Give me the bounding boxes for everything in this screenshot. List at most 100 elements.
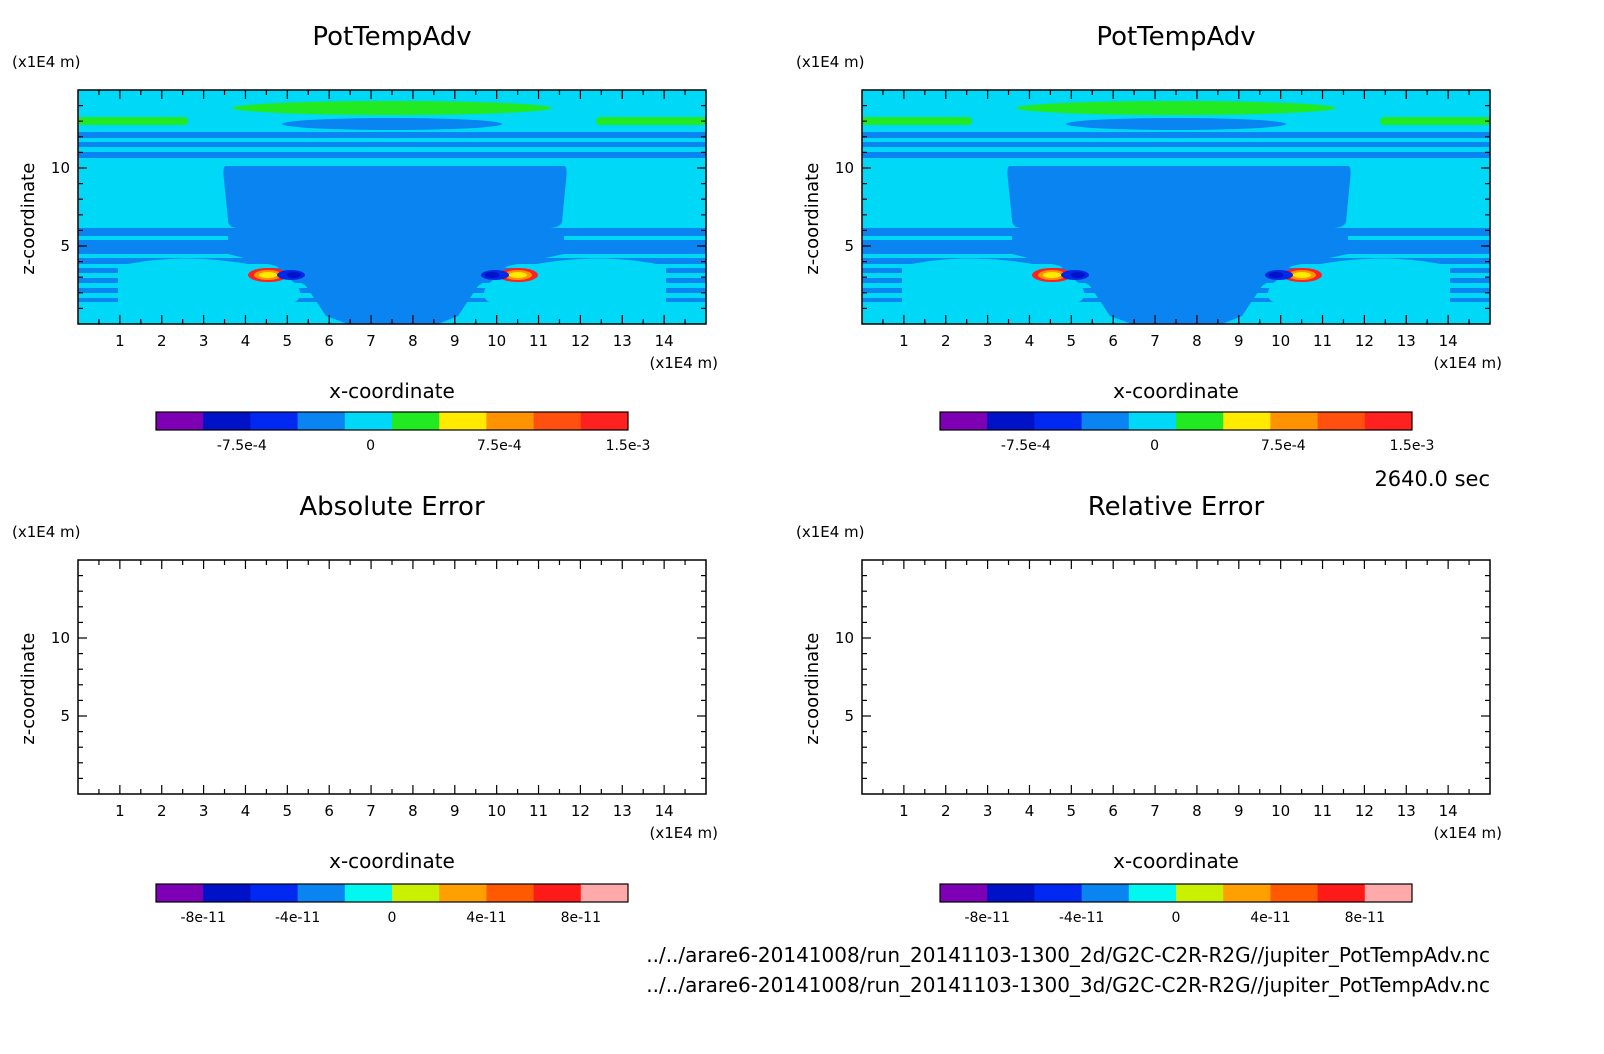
- x-tick-label: 4: [241, 332, 251, 350]
- y-tick-label: 10: [51, 629, 70, 647]
- x-tick-label: 11: [529, 332, 548, 350]
- colorbar-swatch: [297, 884, 346, 902]
- x-tick-label: 4: [1025, 332, 1035, 350]
- x-tick-label: 10: [1271, 332, 1290, 350]
- x-tick-label: 3: [983, 332, 993, 350]
- y-unit-label: (x1E4 m): [796, 523, 865, 541]
- x-axis-label: x-coordinate: [329, 379, 455, 403]
- x-unit-label: (x1E4 m): [1433, 824, 1502, 842]
- x-unit-label: (x1E4 m): [1433, 354, 1502, 372]
- x-unit-label: (x1E4 m): [649, 824, 718, 842]
- colorbar-swatch: [392, 412, 440, 430]
- colorbar-swatch: [533, 412, 582, 430]
- colorbar-swatch: [156, 884, 204, 902]
- colorbar-swatch: [987, 412, 1035, 430]
- y-unit-label: (x1E4 m): [12, 523, 81, 541]
- contour-field: [78, 90, 706, 324]
- y-axis-label: z-coordinate: [18, 163, 39, 275]
- y-axis-label: z-coordinate: [802, 633, 823, 745]
- x-tick-label: 7: [366, 802, 376, 820]
- x-tick-label: 12: [571, 332, 590, 350]
- y-unit-label: (x1E4 m): [796, 53, 865, 71]
- chart-title: PotTempAdv: [312, 22, 471, 52]
- colorbar-swatch: [1128, 884, 1177, 902]
- y-unit-label: (x1E4 m): [12, 53, 81, 71]
- colorbar-swatch: [203, 412, 251, 430]
- colorbar-swatch: [940, 884, 988, 902]
- x-tick-label: 14: [1439, 802, 1458, 820]
- colorbar-swatch: [392, 884, 440, 902]
- x-tick-label: 8: [408, 332, 418, 350]
- colorbar-swatch: [1176, 884, 1224, 902]
- x-axis-label: x-coordinate: [329, 849, 455, 873]
- colorbar-swatch: [580, 884, 629, 902]
- colorbar-frame: [155, 411, 629, 431]
- x-tick-label: 9: [1234, 332, 1244, 350]
- colorbar-swatch: [250, 412, 299, 430]
- x-tick-label: 2: [157, 802, 167, 820]
- y-tick-label: 5: [844, 707, 854, 725]
- y-axis-label: z-coordinate: [18, 633, 39, 745]
- chart-panel-3: Absolute Error(x1E4 m)1 2 3 4 5 6 7 8 9 10 11 12 13 1…: [12, 492, 718, 926]
- x-tick-label: 11: [1313, 332, 1332, 350]
- colorbar-label: 7.5e-4: [477, 438, 522, 454]
- x-tick-label: 6: [1108, 332, 1118, 350]
- colorbar-label: -8e-11: [964, 910, 1009, 926]
- colorbar-swatch: [486, 884, 535, 902]
- x-tick-label: 6: [1108, 802, 1118, 820]
- plot-frame: [861, 559, 1491, 795]
- y-tick-label: 5: [60, 707, 70, 725]
- colorbar-swatch: [439, 884, 487, 902]
- y-tick-label: 5: [60, 237, 70, 255]
- colorbar-swatch: [940, 412, 988, 430]
- x-tick-label: 9: [450, 332, 460, 350]
- colorbar-swatch: [297, 412, 346, 430]
- colorbar-label: 0: [1172, 910, 1181, 926]
- colorbar-swatch: [1270, 412, 1319, 430]
- x-tick-label: 5: [283, 802, 293, 820]
- colorbar-label: 0: [1150, 438, 1159, 454]
- colorbar-swatch: [203, 884, 251, 902]
- x-tick-label: 7: [1150, 802, 1160, 820]
- x-tick-label: 7: [366, 332, 376, 350]
- colorbar-swatch: [1317, 884, 1366, 902]
- colorbar-swatch: [344, 884, 393, 902]
- x-tick-label: 9: [450, 802, 460, 820]
- x-tick-label: 1: [115, 332, 125, 350]
- colorbar-label: -7.5e-4: [217, 438, 267, 454]
- y-tick-label: 10: [51, 159, 70, 177]
- y-tick-label: 10: [835, 159, 854, 177]
- contour-fill: [862, 90, 1490, 324]
- x-tick-label: 2: [941, 332, 951, 350]
- colorbar-label: -7.5e-4: [1001, 438, 1051, 454]
- chart-panel-1: PotTempAdv(x1E4 m)1 2 3 4 5 6 7 8 9 10 11 12 13 14510…: [12, 22, 718, 454]
- chart-panel-2: PotTempAdv(x1E4 m)1 2 3 4 5 6 7 8 9 10 11 12 13 14510…: [796, 22, 1502, 454]
- chart-title: PotTempAdv: [1096, 22, 1255, 52]
- colorbar-swatch: [439, 412, 487, 430]
- colorbar-frame: [939, 411, 1413, 431]
- chart-panel-4: Relative Error(x1E4 m)1 2 3 4 5 6 7 8 9 10 11 12 13 1…: [796, 492, 1502, 926]
- contour-fill: [78, 90, 706, 324]
- colorbar-swatch: [1223, 412, 1271, 430]
- x-tick-label: 3: [199, 802, 209, 820]
- colorbar-label: 1.5e-3: [1390, 438, 1435, 454]
- x-tick-label: 1: [115, 802, 125, 820]
- plot-frame: [77, 559, 707, 795]
- chart-title: Absolute Error: [299, 492, 485, 522]
- x-tick-label: 13: [613, 332, 632, 350]
- x-axis-label: x-coordinate: [1113, 849, 1239, 873]
- x-tick-label: 3: [983, 802, 993, 820]
- x-tick-label: 2: [941, 802, 951, 820]
- x-tick-label: 5: [283, 332, 293, 350]
- colorbar-swatch: [1081, 884, 1130, 902]
- x-tick-label: 13: [1397, 802, 1416, 820]
- colorbar-label: -4e-11: [275, 910, 320, 926]
- x-tick-label: 12: [1355, 332, 1374, 350]
- colorbar-label: 8e-11: [1345, 910, 1385, 926]
- colorbar-frame: [155, 883, 629, 903]
- colorbar-label: 8e-11: [561, 910, 601, 926]
- x-tick-label: 7: [1150, 332, 1160, 350]
- x-tick-label: 12: [1355, 802, 1374, 820]
- y-axis-label: z-coordinate: [802, 163, 823, 275]
- colorbar-swatch: [1176, 412, 1224, 430]
